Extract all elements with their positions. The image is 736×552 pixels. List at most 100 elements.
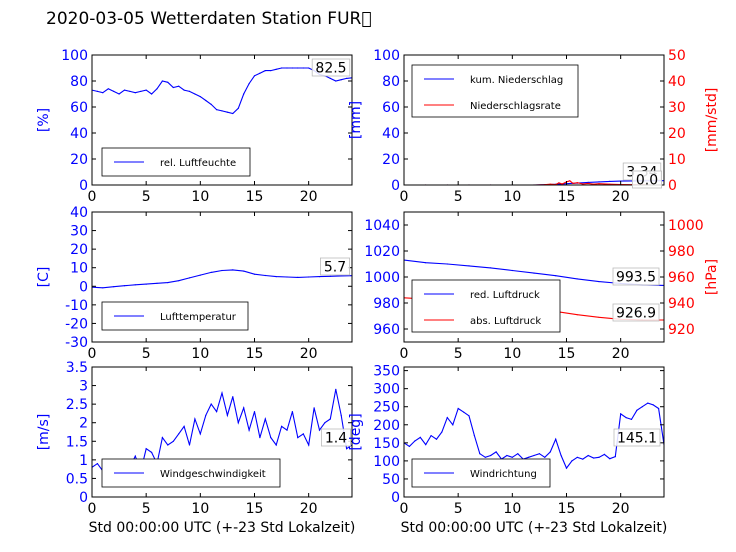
data-point	[161, 437, 163, 439]
data-point	[511, 456, 513, 458]
y-tick-label: 100	[373, 454, 400, 470]
data-point	[102, 287, 104, 289]
figure-title: 2020-03-05 Wetterdaten Station FUR 	[46, 9, 372, 29]
data-point	[172, 440, 174, 442]
data-point	[511, 269, 513, 272]
data-point	[145, 448, 147, 450]
y-tick-label: 30	[70, 224, 88, 240]
x-tick-label: 10	[191, 501, 209, 517]
legend: Windgeschwindigkeit	[101, 458, 281, 488]
data-point	[297, 67, 299, 69]
data-point	[346, 448, 348, 450]
data-point	[582, 458, 584, 460]
data-point	[286, 429, 288, 431]
data-point	[199, 433, 201, 435]
data-point	[264, 418, 266, 420]
data-point	[113, 286, 115, 288]
data-point	[425, 444, 427, 446]
data-point	[183, 89, 185, 91]
data-point	[593, 183, 595, 185]
y-tick-label: 0	[391, 490, 400, 506]
y-tick-label: 40	[70, 205, 88, 221]
data-point	[329, 275, 331, 277]
data-point	[167, 444, 169, 446]
data-point	[297, 437, 299, 439]
data-point	[441, 431, 443, 433]
y-tick-label: 20	[70, 242, 88, 258]
data-point	[248, 429, 250, 431]
legend-label: Windgeschwindigkeit	[160, 469, 266, 480]
data-point	[134, 455, 136, 457]
data-point	[286, 276, 288, 278]
data-point	[145, 89, 147, 91]
data-point	[308, 444, 310, 446]
data-point	[194, 93, 196, 95]
last-value-label: 993.5	[616, 270, 656, 286]
y-tick-label: 200	[373, 418, 400, 434]
x-tick-label: 10	[191, 346, 209, 362]
data-point	[188, 277, 191, 279]
data-point	[340, 79, 342, 81]
data-point	[253, 273, 256, 275]
y-tick-label: 100	[373, 48, 400, 64]
data-point	[210, 271, 212, 273]
data-point	[569, 180, 571, 182]
data-point	[561, 183, 563, 185]
data-point	[167, 282, 169, 284]
data-point	[593, 457, 595, 459]
data-point	[555, 438, 557, 440]
x-tick-label: 15	[558, 346, 576, 362]
data-point	[183, 425, 185, 427]
plot-frame	[403, 54, 665, 186]
data-point	[630, 418, 633, 420]
y-tick-label: 0.5	[66, 471, 88, 487]
y-tick-label: 0	[79, 490, 88, 506]
data-point	[582, 183, 584, 185]
data-point	[232, 269, 234, 271]
data-point	[609, 180, 611, 182]
data-point	[408, 445, 410, 447]
y-tick-label-right: 50	[668, 48, 686, 64]
data-point	[598, 316, 600, 318]
data-point	[603, 453, 606, 455]
x-tick-label: 5	[142, 501, 151, 517]
y-tick-label-right: 10	[668, 152, 686, 168]
x-tick-label: 5	[454, 501, 463, 517]
data-point	[134, 284, 136, 286]
data-point	[641, 406, 643, 408]
data-point	[479, 453, 481, 455]
data-point	[248, 83, 250, 85]
data-point	[533, 454, 535, 457]
y-tick-label: 980	[373, 296, 400, 312]
y-tick-label-right: 20	[668, 126, 686, 142]
data-point	[259, 72, 261, 74]
data-point	[140, 90, 142, 92]
data-point	[123, 285, 126, 287]
x-tick-label: 20	[612, 346, 630, 362]
data-point	[232, 396, 234, 398]
data-point	[259, 437, 261, 439]
x-tick-label: 0	[400, 346, 409, 362]
legend: red. Luftdruck abs. Luftdruck	[411, 279, 561, 333]
x-tick-label: 15	[246, 189, 264, 205]
data-point	[598, 183, 600, 185]
data-point	[452, 424, 454, 426]
data-point	[243, 407, 245, 409]
data-point	[178, 85, 180, 87]
data-point	[232, 112, 234, 115]
data-point	[156, 282, 158, 284]
data-point	[652, 404, 654, 406]
data-point	[286, 67, 288, 69]
data-point	[490, 454, 492, 457]
y-tick-label: 250	[373, 400, 400, 416]
x-axis-label: Std 00:00:00 UTC (+-23 Std Lokalzeit)	[401, 520, 668, 536]
x-tick-label: 0	[88, 189, 97, 205]
data-point	[457, 407, 459, 410]
data-point	[275, 276, 277, 278]
data-point	[156, 88, 158, 90]
data-point	[264, 70, 266, 72]
data-point	[576, 182, 578, 184]
data-point	[609, 458, 611, 460]
y-tick-label: 150	[373, 436, 400, 452]
data-point	[558, 182, 560, 184]
